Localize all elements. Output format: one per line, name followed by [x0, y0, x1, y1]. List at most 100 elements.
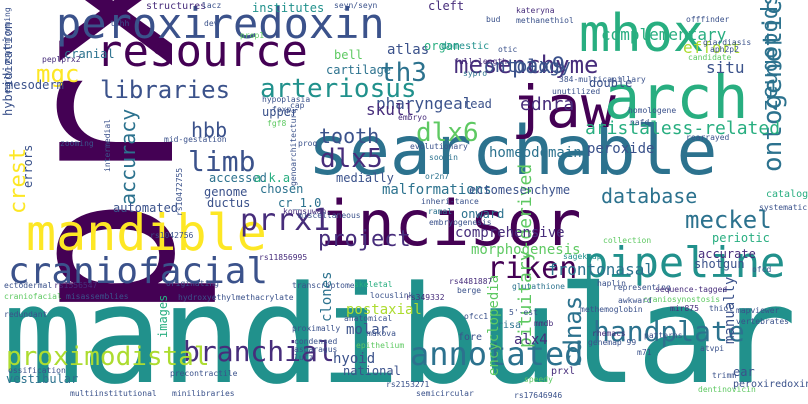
word-upper: upper [262, 105, 299, 119]
word-precontractile: precontractile [170, 369, 238, 378]
word-aka: a.k.a [254, 171, 291, 185]
word-ofcc1: ofcc1 [464, 312, 489, 321]
word-ossification: ossification [8, 366, 66, 375]
word-national: national [343, 364, 401, 378]
word-candidate: candidate [688, 53, 732, 62]
word-intermedial: intermedial [103, 119, 112, 172]
word-ednra: ednra [520, 94, 575, 115]
word-double: double [589, 76, 633, 90]
word-mandibular: mandibular [2, 257, 797, 404]
word-sagekmap: sagekmap [563, 252, 602, 261]
word-frontonasal: frontonasal [548, 260, 654, 279]
word-onward: onward [461, 207, 505, 221]
word-atvpi: atvpi [700, 344, 725, 353]
word-5-est: 5'-est [509, 308, 538, 317]
word-dlx5: dlx5 [320, 144, 383, 174]
word-peplprx2: peplprx2 [42, 55, 81, 64]
word-incisor: incisor [320, 187, 582, 260]
word-resource: resource [96, 26, 308, 77]
word-craniofacial-small: craniofacial [4, 292, 62, 301]
word-transcriptome: transcriptome [292, 281, 355, 290]
word-risa: risa [497, 320, 522, 331]
word-mesoderm: mesoderm [6, 78, 64, 92]
word-proximally: proximally [292, 324, 341, 333]
word-accurate: accurate [698, 247, 756, 261]
word-skeletal: skeletal [354, 280, 393, 289]
word-catalog: catalog [766, 189, 808, 200]
word-accuracy: accuracy [116, 108, 140, 205]
word-libraries: libraries [100, 76, 231, 104]
word-rs1042756: rs1042756 [150, 231, 194, 240]
word-mapviewer: mapviewer [736, 306, 780, 315]
word-haplin: haplin [597, 279, 626, 288]
word-seyn-seyn: seyn/seyn [334, 1, 378, 10]
word-vertebrates: vertebrates [736, 317, 789, 326]
word-pipeline: pipeline [583, 238, 786, 287]
word-collection: collection [603, 236, 652, 245]
word-rs1556547: rs1556547 [54, 281, 98, 290]
word-mir875: mir875 [670, 304, 699, 313]
word-limb: limb [188, 145, 256, 178]
word-chosen: chosen [260, 182, 304, 196]
word-kongsuwan: kongsuwan [283, 207, 327, 216]
word-kateryna: kateryna [516, 6, 555, 15]
word-genemap99: genemap'99 [588, 338, 637, 347]
word-lutz: lutz [294, 353, 314, 362]
word-zooming: zooming [60, 139, 94, 148]
word-fgf8: fgf8 [267, 119, 287, 128]
word-atlas: atlas [387, 42, 430, 58]
word-epithelium: epithelium [356, 341, 405, 350]
word-glutathione: glutathione [512, 282, 565, 291]
word-prop1: prop1 [240, 31, 265, 40]
word-hyoid: hyoid [333, 351, 376, 367]
word-speedy: speedy [524, 375, 553, 384]
word-mesenchyme: mesenchyme [454, 51, 599, 79]
word-ramal: ramal [428, 207, 453, 216]
word-genoarchitecture: genoarchitecture [289, 108, 298, 186]
word-otic: otic [498, 45, 518, 54]
word-peroxide: peroxide [587, 141, 655, 157]
word-vestibular: vestibular [6, 372, 79, 386]
word-systematic: systematic [759, 203, 808, 212]
word-originating: originating [166, 279, 219, 288]
word-ectomesenchyme: ectomesenchyme [469, 183, 571, 197]
word-molar: molar [346, 322, 389, 338]
word-makova: makova [367, 329, 396, 338]
word-medially: medially [336, 171, 394, 185]
word-nafd: nafd [630, 118, 650, 127]
word-patterns: patterns [644, 331, 683, 340]
word-rs17646946: rs17646946 [514, 391, 563, 400]
word-unutilized: unutilized [552, 87, 601, 96]
word-berge: berge [457, 286, 482, 295]
word-minilibraries: minilibraries [172, 389, 235, 398]
word-dev: dev [204, 19, 219, 28]
word-craniosynostosis: craniosynostosis [643, 295, 721, 304]
word-dlx6: dlx6 [416, 118, 479, 148]
word-mmdb: mmdb [534, 319, 554, 328]
word-semicircular: semicircular [416, 389, 474, 398]
word-bud: bud [486, 15, 501, 24]
word-morphogenesis: morphogenesis [471, 242, 581, 258]
word-full-length: full-length [454, 57, 507, 66]
word-384-multicapillary: 384-multicapillary [559, 75, 646, 84]
word-errors: errors [21, 144, 35, 188]
word-read: read [463, 97, 492, 111]
word-fore: fore [458, 332, 483, 343]
word-searchable: searchable [308, 112, 718, 191]
word-branchial: branchial [183, 335, 335, 368]
word-th3: th3 [380, 58, 427, 88]
word-hydroxyethylmethacrylate: hydroxyethylmethacrylate [178, 293, 294, 302]
word-structures: structures [146, 1, 207, 12]
word-arteriosus: arteriosus [260, 74, 417, 104]
word-peroxiredoxin2: peroxiredoxin2 [733, 379, 808, 390]
word-embryo: embryo [398, 113, 427, 122]
word-complementary: complementary [601, 25, 727, 44]
word-rearrayed: rearrayed [686, 133, 730, 142]
word-aristaless-related: aristaless-related [585, 118, 781, 139]
word-dentinovicin: dentinovicin [698, 385, 756, 394]
word-meckel: meckel [685, 206, 772, 234]
word-trimm: trimm [712, 371, 737, 380]
word-hypoplasia: hypoplasia [262, 95, 311, 104]
word-organ: organ [424, 39, 461, 53]
word-mgc: mgc [36, 60, 80, 88]
